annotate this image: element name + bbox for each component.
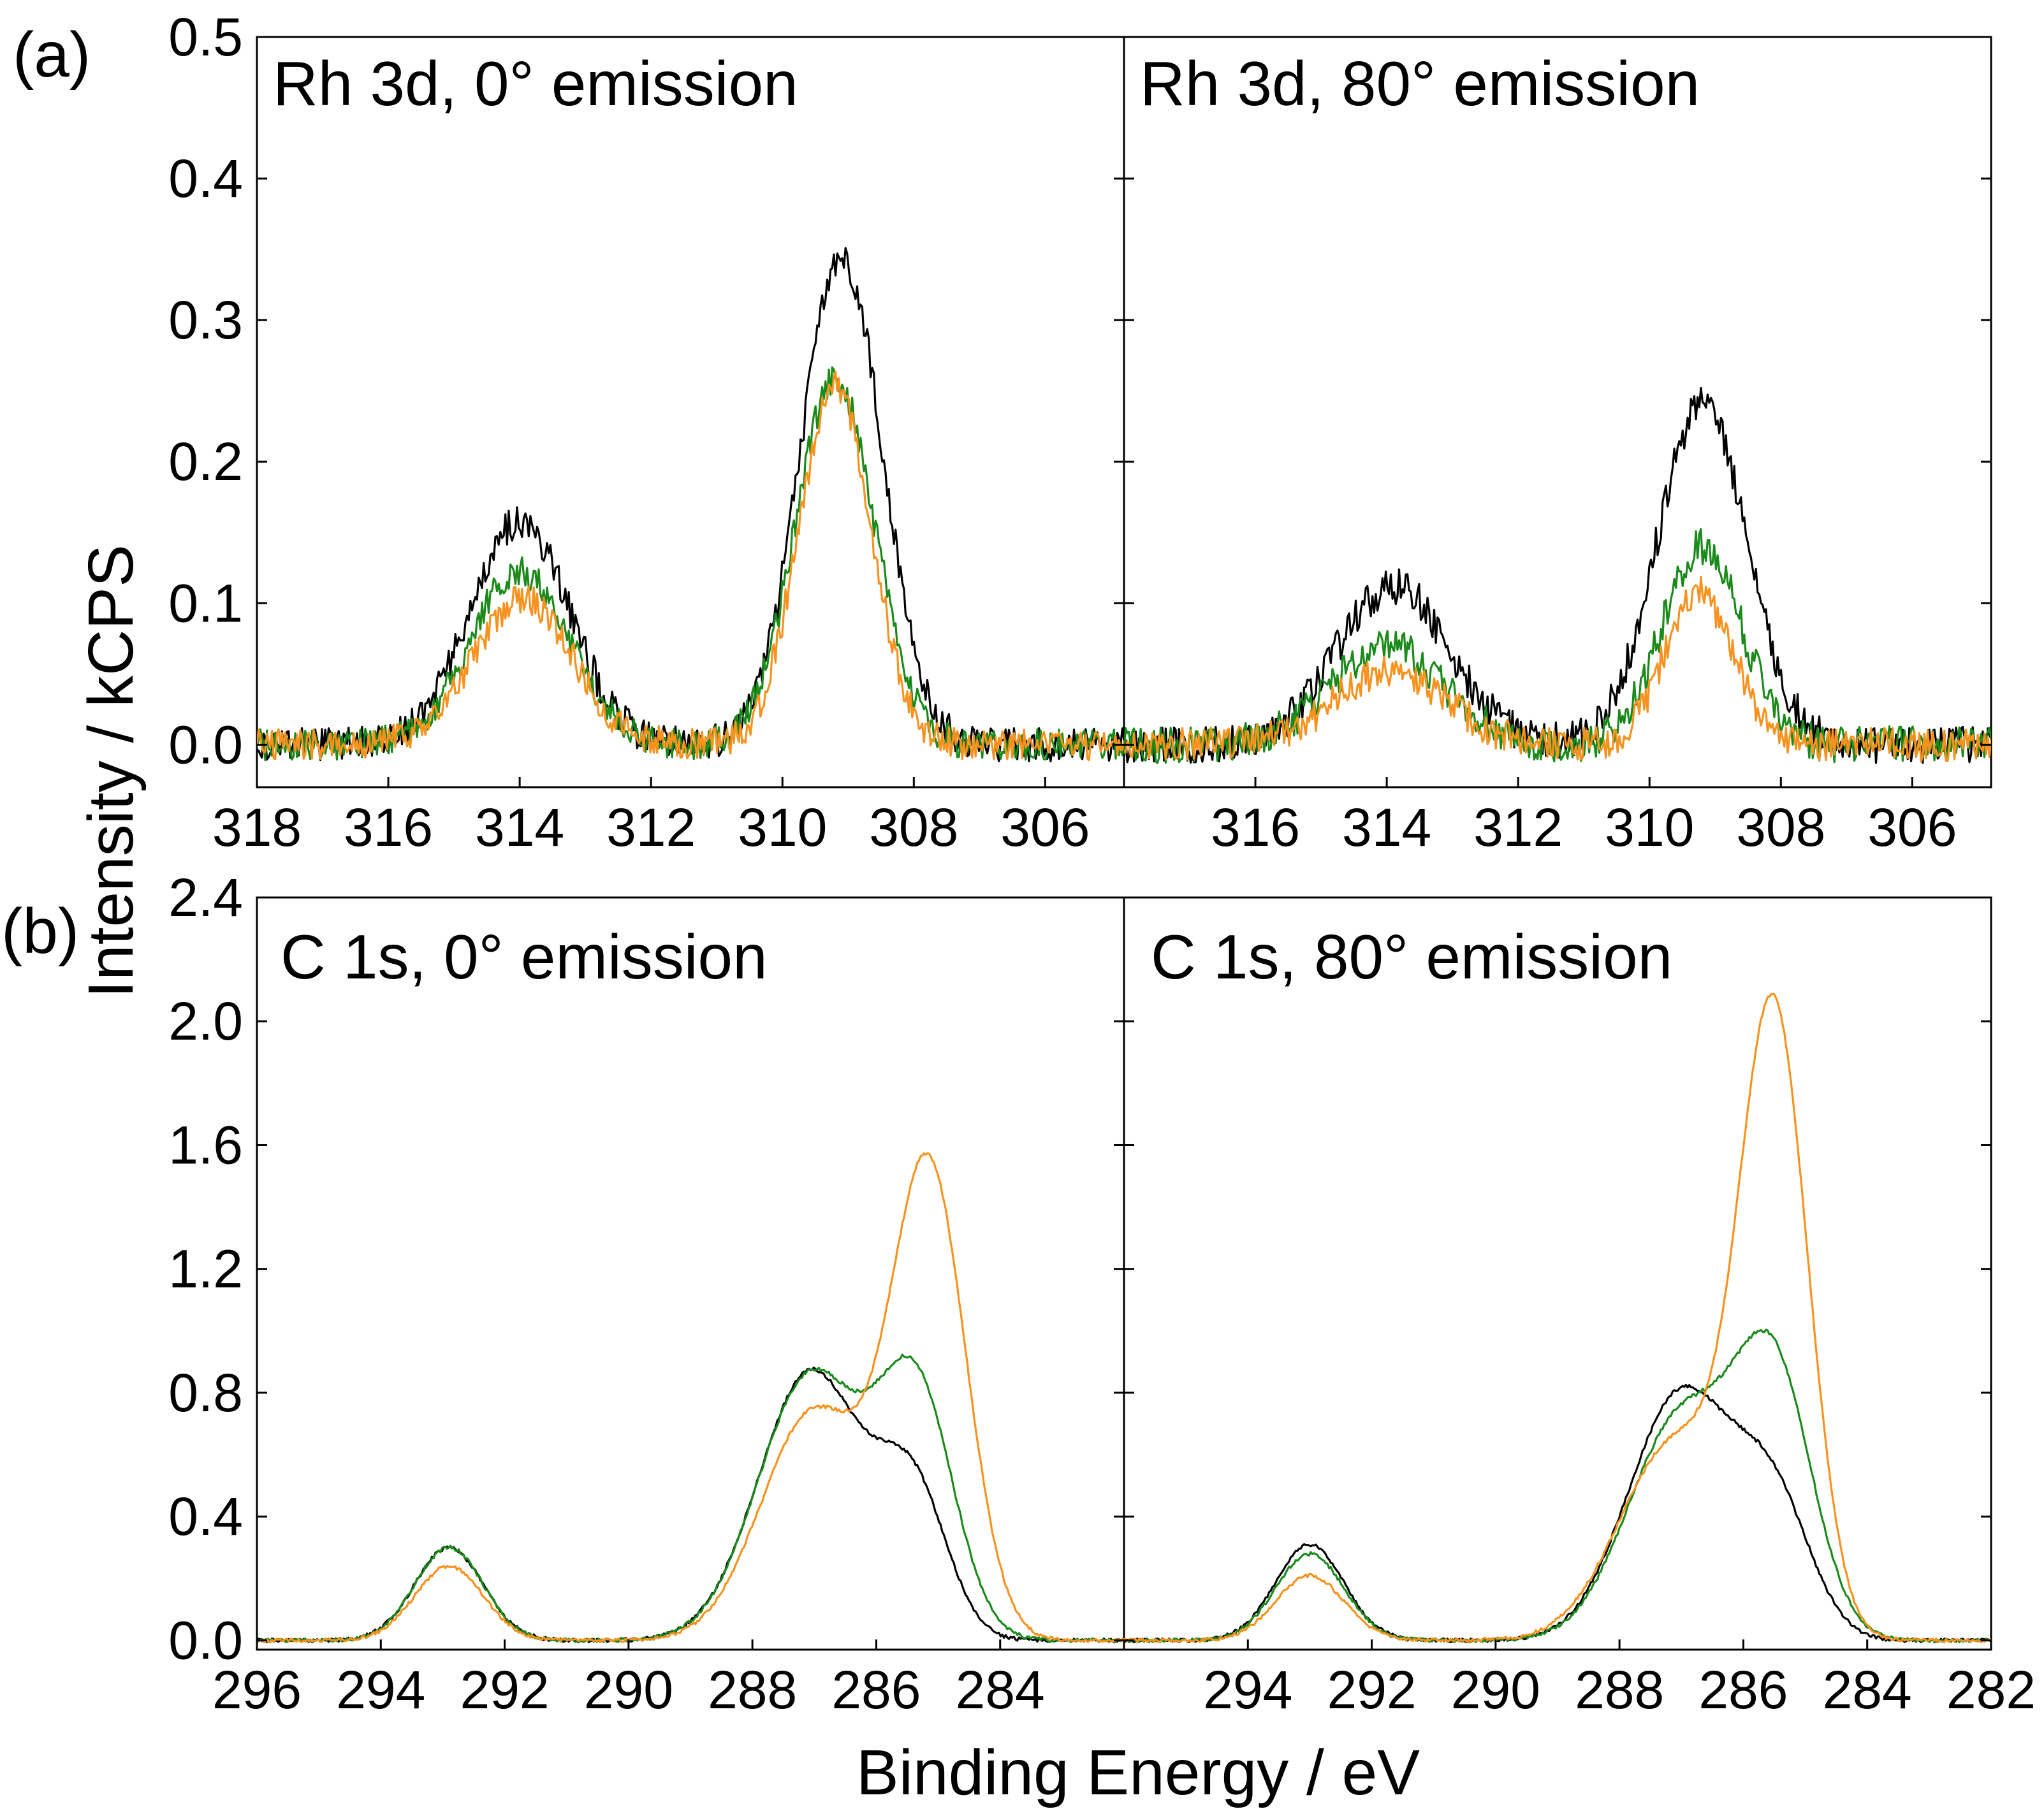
- x-tick-label: 318: [212, 797, 302, 857]
- x-tick-label: 314: [475, 797, 564, 857]
- x-tick-label: 312: [1473, 797, 1563, 857]
- y-tick-label: 0.1: [168, 573, 243, 633]
- series-group-c1s-80deg: [1124, 992, 1991, 1643]
- series-line-orange: [257, 1152, 1124, 1643]
- x-tick-label: 306: [1000, 797, 1090, 857]
- panel-frame-rh3d-80deg: [1123, 36, 1992, 788]
- series-line-orange: [257, 370, 1124, 762]
- series-line-green: [1124, 528, 1991, 764]
- panel-label-b: (b): [1, 896, 79, 967]
- panel-title-c1s-80deg: C 1s, 80° emission: [1151, 922, 1672, 992]
- panel-title-rh3d-0deg: Rh 3d, 0° emission: [273, 48, 798, 119]
- x-tick-label: 310: [1605, 797, 1694, 857]
- y-tick-label: 1.6: [168, 1115, 243, 1175]
- x-tick-label: 316: [1211, 797, 1300, 857]
- series-line-orange: [1124, 576, 1991, 763]
- y-tick-label: 0.3: [168, 290, 243, 350]
- series-group-c1s-0deg: [257, 1152, 1124, 1643]
- panel-frame-rh3d-0deg: [256, 36, 1125, 788]
- x-tick-label: 292: [1327, 1660, 1416, 1720]
- series-group-rh3d-80deg: [1124, 386, 1991, 764]
- x-tick-label: 312: [606, 797, 696, 857]
- ticks-c1s-0deg: 0.0 0.4 0.8 1.2 1.6 2.0 2.4 296 294 292 290 288 286 2…: [168, 868, 1124, 1720]
- y-tick-label: 0.8: [168, 1363, 243, 1423]
- x-tick-label: 286: [831, 1660, 921, 1720]
- x-axis-title: Binding Energy / eV: [856, 1737, 1420, 1808]
- y-tick-label: 2.4: [168, 868, 243, 927]
- x-tick-label: 286: [1698, 1660, 1788, 1720]
- series-line-orange: [1124, 992, 1991, 1643]
- series-line-black: [257, 1367, 1124, 1643]
- series-line-green: [257, 1353, 1124, 1643]
- ticks-rh3d-80deg: 316 314 312 310 308 306: [1124, 36, 1991, 857]
- x-tick-label: 316: [344, 797, 433, 857]
- x-tick-label: 296: [212, 1660, 302, 1720]
- x-tick-label: 288: [1575, 1660, 1664, 1720]
- x-tick-label: 290: [584, 1660, 673, 1720]
- x-tick-label: 294: [336, 1660, 425, 1720]
- y-tick-label: 0.0: [168, 1610, 243, 1670]
- x-tick-label: 310: [738, 797, 827, 857]
- series-line-black: [257, 247, 1124, 762]
- ticks-c1s-80deg: 294 292 290 288 286 284 282: [1124, 896, 2036, 1720]
- x-tick-label: 284: [956, 1660, 1045, 1720]
- x-tick-label: 292: [460, 1660, 549, 1720]
- x-tick-label: 284: [1823, 1660, 1912, 1720]
- panel-label-a: (a): [13, 19, 91, 91]
- x-tick-label: 290: [1451, 1660, 1540, 1720]
- series-group-rh3d-0deg: [257, 247, 1124, 762]
- x-tick-label: 288: [708, 1660, 797, 1720]
- y-axis-title: Intensity / kCPS: [75, 544, 147, 998]
- panel-title-rh3d-80deg: Rh 3d, 80° emission: [1140, 48, 1700, 119]
- series-line-green: [257, 366, 1124, 762]
- x-tick-label: 306: [1867, 797, 1957, 857]
- series-line-black: [1124, 1384, 1991, 1643]
- y-tick-label: 0.4: [168, 149, 243, 208]
- y-tick-label: 1.2: [168, 1239, 243, 1299]
- y-tick-label: 0.0: [168, 715, 243, 774]
- x-tick-label: 294: [1203, 1660, 1292, 1720]
- x-tick-label: 282: [1946, 1660, 2036, 1720]
- series-line-black: [1124, 386, 1991, 764]
- panel-title-c1s-0deg: C 1s, 0° emission: [281, 922, 768, 992]
- x-tick-label: 314: [1342, 797, 1431, 857]
- y-tick-label: 0.4: [168, 1486, 243, 1546]
- panel-frame-c1s-80deg: [1123, 896, 1992, 1651]
- ticks-rh3d-0deg: 0.0 0.1 0.2 0.3 0.4 0.5 318 316 314 312 310 308 306: [168, 7, 1124, 857]
- series-line-green: [1124, 1328, 1991, 1643]
- y-tick-label: 2.0: [168, 991, 243, 1051]
- x-tick-label: 308: [869, 797, 958, 857]
- x-tick-label: 308: [1736, 797, 1825, 857]
- y-tick-label: 0.2: [168, 432, 243, 491]
- y-tick-label: 0.5: [168, 7, 243, 67]
